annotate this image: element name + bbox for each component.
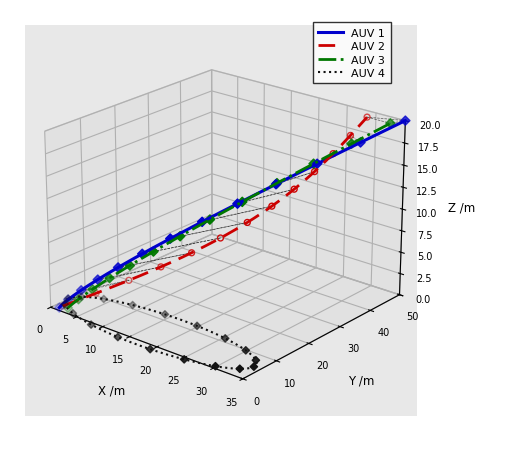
Legend: AUV 1, AUV 2, AUV 3, AUV 4: AUV 1, AUV 2, AUV 3, AUV 4 xyxy=(312,23,391,84)
Y-axis label: Y /m: Y /m xyxy=(348,374,375,387)
X-axis label: X /m: X /m xyxy=(98,384,125,397)
